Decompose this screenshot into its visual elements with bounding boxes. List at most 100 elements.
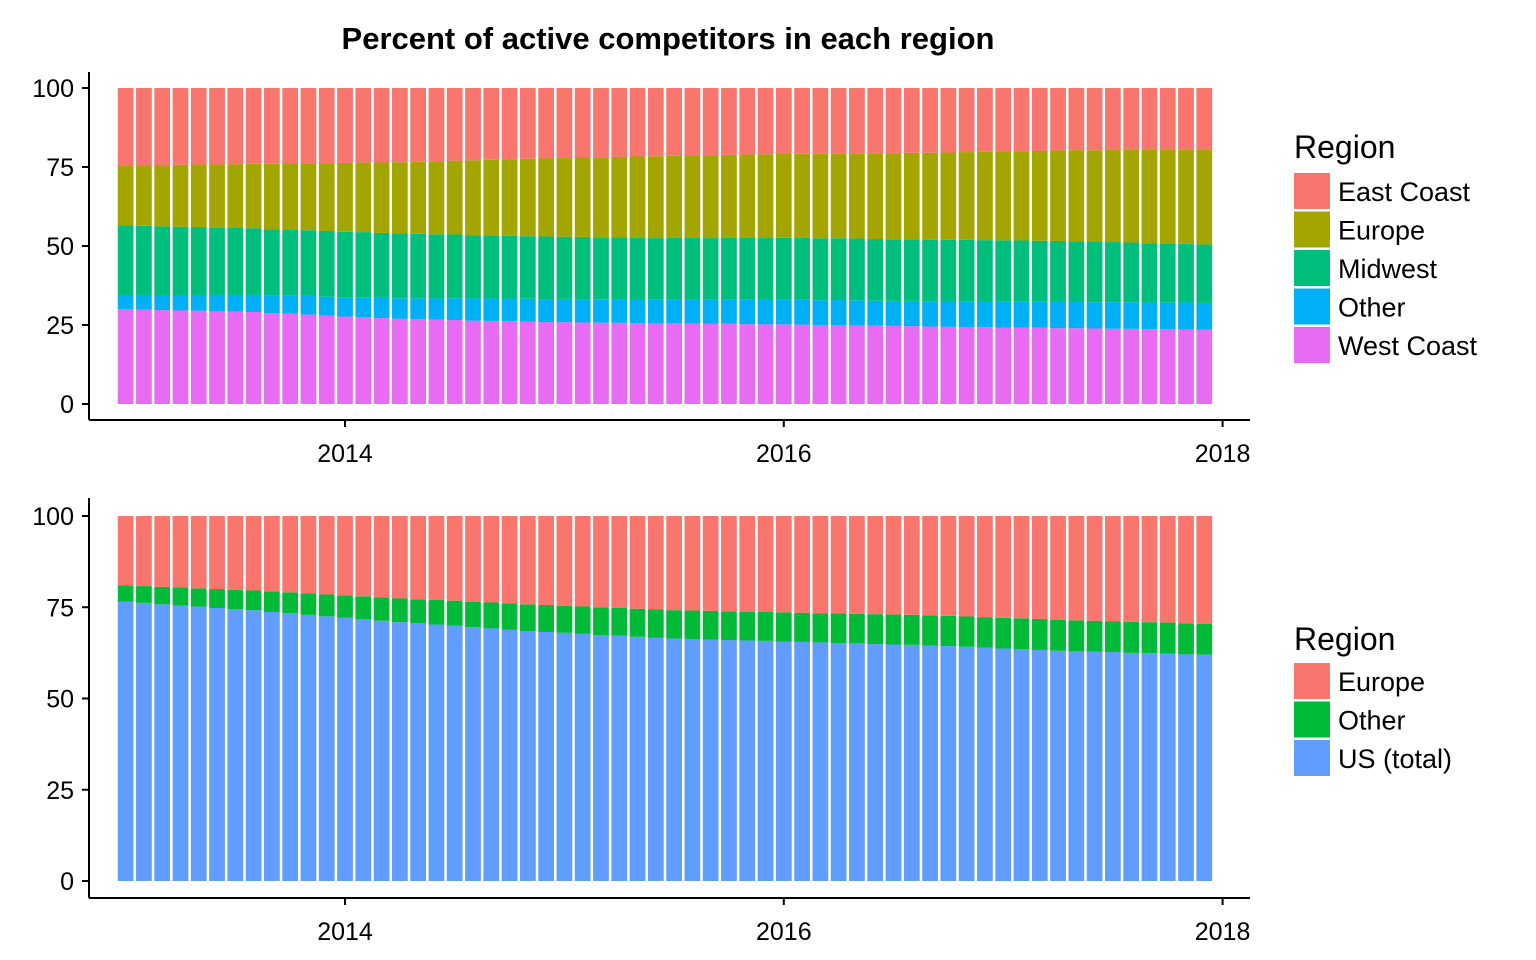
bar-segment-other <box>1196 623 1213 655</box>
bar-segment-other <box>757 299 774 325</box>
bar-segment-europe <box>410 516 427 600</box>
bar-segment-midwest <box>1031 240 1048 302</box>
bar-segment-europe <box>757 516 774 612</box>
bar-segment-midwest <box>958 239 975 302</box>
bar-segment-us-total <box>684 639 701 881</box>
bar-segment-europe <box>209 516 225 589</box>
bar-segment-other <box>1068 620 1085 652</box>
bar-segment-other <box>538 604 554 632</box>
legend-label: Midwest <box>1338 254 1438 284</box>
bar-segment-east-coast <box>684 88 701 156</box>
bar-segment-europe <box>282 516 299 593</box>
x-tick-label: 2016 <box>756 918 812 946</box>
bar-segment-europe <box>1086 516 1103 621</box>
bar-segment-europe <box>849 516 865 614</box>
bar-segment-west-coast <box>117 309 134 404</box>
bar-segment-west-coast <box>1196 329 1213 404</box>
bar-segment-west-coast <box>702 323 719 404</box>
bar-segment-europe <box>1178 149 1194 244</box>
bar-segment-midwest <box>410 233 427 299</box>
bar-segment-east-coast <box>392 88 408 163</box>
bottom-panel-legend: Region Europe Other US (total) <box>1294 621 1452 776</box>
bar-segment-east-coast <box>190 88 207 165</box>
bar-segment-other <box>1123 302 1140 329</box>
bar-segment-other <box>209 589 225 608</box>
bar-segment-west-coast <box>1086 328 1103 404</box>
bar-segment-other <box>373 297 390 319</box>
bar-segment-europe <box>227 516 244 590</box>
bar-segment-us-total <box>702 639 719 881</box>
bar-segment-us-total <box>849 643 865 881</box>
bar-segment-west-coast <box>684 323 701 404</box>
bar-segment-east-coast <box>428 88 445 162</box>
bar-segment-other <box>922 301 938 327</box>
legend-key <box>1294 288 1330 325</box>
bar-segment-other <box>1068 302 1085 329</box>
legend-label: Other <box>1338 293 1406 323</box>
bar-segment-midwest <box>355 232 372 298</box>
bar-segment-west-coast <box>538 322 554 404</box>
bar-segment-midwest <box>373 232 390 298</box>
bar-segment-europe <box>684 516 701 611</box>
bar-segment-other <box>300 593 317 615</box>
bar-segment-other <box>245 590 262 611</box>
bar-segment-europe <box>556 158 573 237</box>
bar-segment-east-coast <box>830 88 847 154</box>
bar-segment-europe <box>538 516 554 605</box>
bar-segment-other <box>995 301 1012 328</box>
bar-segment-other <box>1031 618 1048 650</box>
bar-segment-europe <box>428 516 445 601</box>
bar-segment-east-coast <box>1141 88 1158 150</box>
bar-segment-other <box>227 294 244 312</box>
bar-segment-other <box>702 299 719 324</box>
bar-segment-east-coast <box>446 88 463 161</box>
bar-segment-other <box>849 613 865 644</box>
bar-segment-west-coast <box>647 323 664 404</box>
bar-segment-other <box>794 299 810 325</box>
bar-segment-us-total <box>465 627 481 881</box>
bar-segment-midwest <box>757 238 774 300</box>
bar-segment-us-total <box>190 606 207 881</box>
bar-segment-europe <box>903 516 920 615</box>
bar-segment-other <box>264 591 280 612</box>
bar-segment-midwest <box>867 239 884 301</box>
bar-segment-other <box>757 612 774 641</box>
bar-segment-midwest <box>172 226 189 295</box>
bar-segment-europe <box>1050 150 1066 241</box>
bar-segment-europe <box>300 163 317 231</box>
bar-segment-other <box>977 617 993 648</box>
bar-segment-west-coast <box>1050 328 1066 404</box>
bar-segment-west-coast <box>1159 329 1176 404</box>
bar-segment-other <box>501 298 518 322</box>
bar-segment-us-total <box>775 641 792 881</box>
bar-segment-west-coast <box>775 324 792 404</box>
bar-segment-europe <box>940 152 957 240</box>
bar-segment-other <box>172 587 189 606</box>
bar-segment-other <box>1178 623 1194 655</box>
bar-segment-europe <box>446 160 463 235</box>
bar-segment-east-coast <box>501 88 518 160</box>
bar-segment-west-coast <box>300 314 317 404</box>
bar-segment-europe <box>867 516 884 615</box>
bar-segment-east-coast <box>300 88 317 164</box>
y-tick-label: 25 <box>46 777 74 805</box>
bar-segment-us-total <box>1159 653 1176 881</box>
bar-segment-midwest <box>1050 240 1066 302</box>
bar-segment-europe <box>574 157 591 237</box>
bar-segment-europe <box>849 153 865 239</box>
bar-segment-midwest <box>245 228 262 295</box>
bar-segment-midwest <box>721 237 737 300</box>
bar-segment-europe <box>1068 516 1085 621</box>
bar-segment-other <box>1105 621 1121 653</box>
legend-key <box>1294 211 1330 248</box>
bar-segment-east-coast <box>666 88 682 156</box>
bar-segment-east-coast <box>903 88 920 153</box>
bar-segment-europe <box>172 516 189 588</box>
bar-segment-west-coast <box>428 319 445 404</box>
top-panel-legend: Region East Coast Europe Midwest Other West C… <box>1294 129 1478 363</box>
bar-segment-us-total <box>483 628 500 881</box>
bar-segment-us-total <box>282 613 299 881</box>
bar-segment-europe <box>666 155 682 238</box>
bar-segment-other <box>1141 622 1158 654</box>
